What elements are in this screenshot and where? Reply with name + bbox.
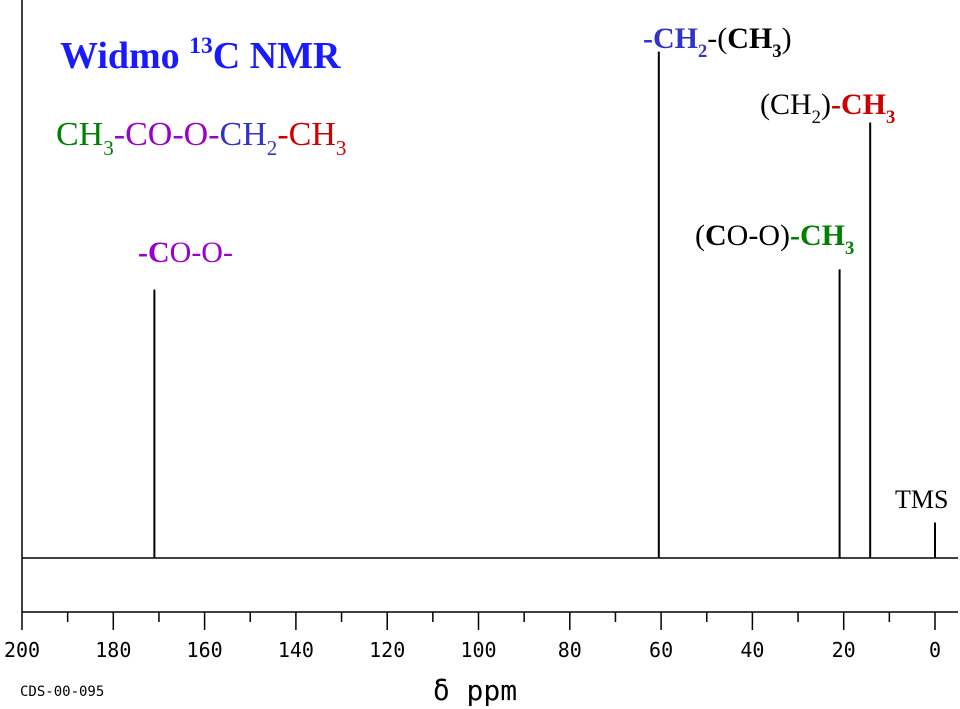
text-segment: C xyxy=(705,219,727,252)
x-axis-label: δ ppm xyxy=(433,674,517,707)
x-tick-label: 100 xyxy=(460,638,496,662)
x-tick-label: 200 xyxy=(4,638,40,662)
text-segment: 3 xyxy=(772,41,781,62)
text-segment: -CH xyxy=(277,116,336,153)
text-segment: -CO-O- xyxy=(114,116,220,153)
text-segment: O-O- xyxy=(170,236,233,269)
peak-label: (CH2)-CH3 xyxy=(760,88,895,128)
text-segment: -CH xyxy=(831,88,886,121)
peak-label: (CO-O)-CH3 xyxy=(695,219,854,259)
text-segment: O-O) xyxy=(727,219,790,252)
text-segment: CH xyxy=(727,22,772,55)
text-segment: ) xyxy=(821,88,831,121)
x-tick-label: 0 xyxy=(929,638,941,662)
x-tick-label: 60 xyxy=(649,638,673,662)
text-segment: -CH xyxy=(790,219,845,252)
peak-label: -CO-O- xyxy=(138,236,233,269)
text-segment: CH xyxy=(220,116,267,153)
text-segment: ( xyxy=(695,219,705,252)
text-segment: CH xyxy=(56,116,103,153)
text-segment: 2 xyxy=(698,41,707,62)
text-segment: -CH xyxy=(643,22,698,55)
text-segment: 13 xyxy=(189,33,213,59)
text-segment: -( xyxy=(707,22,727,55)
text-segment: 3 xyxy=(103,136,114,160)
text-segment: 3 xyxy=(886,107,895,128)
x-tick-label: 20 xyxy=(832,638,856,662)
x-tick-label: 160 xyxy=(187,638,223,662)
formula: CH3-CO-O-CH2-CH3 xyxy=(56,116,346,160)
text-segment: 2 xyxy=(267,136,278,160)
x-tick-label: 180 xyxy=(95,638,131,662)
text-segment: (CH xyxy=(760,88,812,121)
x-tick-label: 80 xyxy=(558,638,582,662)
peak-label: -CH2-(CH3) xyxy=(643,22,792,62)
text-segment: Widmo xyxy=(60,35,189,77)
text-segment: 2 xyxy=(812,107,821,128)
x-tick-label: 140 xyxy=(278,638,314,662)
text-segment: 3 xyxy=(336,136,347,160)
text-segment: -C xyxy=(138,236,170,269)
chart-title: Widmo 13C NMR xyxy=(60,33,341,77)
peak-label: TMS xyxy=(895,485,948,514)
x-tick-label: 40 xyxy=(740,638,764,662)
text-segment: C NMR xyxy=(213,35,341,77)
x-tick-label: 120 xyxy=(369,638,405,662)
text-segment: ) xyxy=(782,22,792,55)
text-segment: 3 xyxy=(845,238,854,259)
footnote: CDS-00-095 xyxy=(20,684,104,700)
text-segment: TMS xyxy=(895,485,948,514)
